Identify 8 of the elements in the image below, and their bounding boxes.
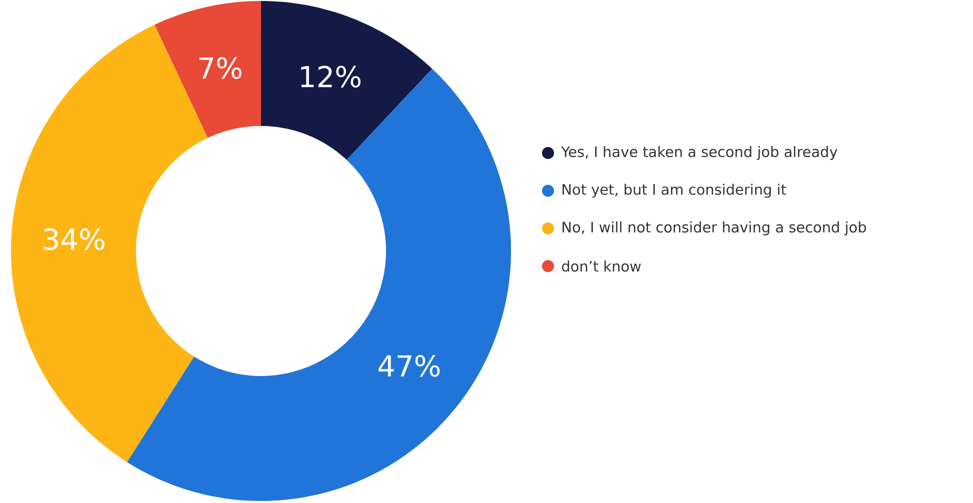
data-label: 7% <box>200 57 242 79</box>
data-label: 34% <box>44 228 104 250</box>
legend-label: No, I will not consider having a second job <box>562 221 866 236</box>
legend-label: Yes, I have taken a second job already <box>561 146 838 160</box>
legend-label: don’t know <box>562 260 641 272</box>
legend-label: Not yet, but I am considering it <box>562 184 786 198</box>
data-label: 47% <box>378 354 440 377</box>
data-label: 12% <box>301 66 361 88</box>
